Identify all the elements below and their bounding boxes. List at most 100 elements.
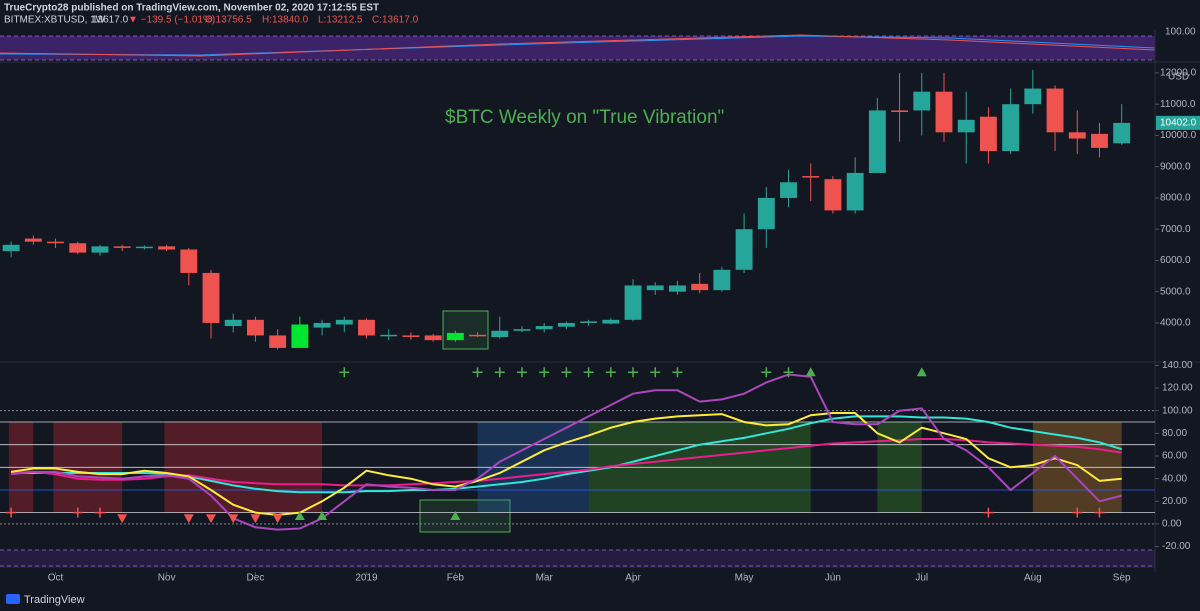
signal-plus <box>539 367 550 378</box>
footer-brand: TradingView <box>24 594 85 606</box>
annotation-title: $BTC Weekly on "True Vibration" <box>445 107 724 128</box>
x-tick-label: Nov <box>158 573 176 584</box>
x-tick-label: Dec <box>247 573 265 584</box>
low: L:13212.5 <box>318 15 363 26</box>
candle-body <box>91 246 109 253</box>
signal-plus <box>561 367 572 378</box>
candle-body <box>713 269 731 291</box>
candle-body <box>358 319 375 336</box>
currency-box <box>1165 70 1189 83</box>
signal-plus <box>783 367 794 378</box>
signal-plus <box>516 367 527 378</box>
y-tick-label: 11000.0 <box>1160 99 1196 110</box>
signal-up <box>294 511 305 521</box>
signal-plus <box>605 367 616 378</box>
candle-body <box>446 332 464 341</box>
candle-body <box>402 335 420 337</box>
signal-plus <box>94 507 105 518</box>
candle-body <box>780 182 797 198</box>
signal-up <box>805 367 816 377</box>
indicator-line <box>11 373 1122 531</box>
candle-body <box>1113 122 1131 144</box>
candle-body <box>69 243 87 253</box>
footer-logo <box>6 594 20 604</box>
signal-plus <box>628 367 639 378</box>
candle-body <box>24 238 42 242</box>
x-tick-label: Apr <box>625 573 641 584</box>
y-tick-label: 140.00 <box>1162 360 1193 371</box>
indicator-line <box>10 412 1122 516</box>
last-price-label: 10402.0 <box>1160 118 1197 129</box>
candle-body <box>935 91 953 133</box>
y-tick-label: 12000.0 <box>1160 68 1197 79</box>
x-tick-label: Oct <box>48 573 64 584</box>
candle-body <box>246 319 264 336</box>
candle-body <box>469 334 486 337</box>
candle-body <box>291 324 309 348</box>
candle-body <box>113 246 131 248</box>
x-tick-label: Sep <box>1113 573 1131 584</box>
signal-plus <box>761 367 772 378</box>
signal-plus <box>650 367 661 378</box>
candle-body <box>979 116 997 152</box>
candle-body <box>802 176 820 178</box>
candle-body <box>868 110 886 173</box>
top-line <box>0 34 1156 57</box>
candle-body <box>646 285 664 291</box>
signal-up <box>450 511 461 521</box>
y-tick-label: 8000.0 <box>1160 193 1191 204</box>
y-tick-label: 20.00 <box>1162 496 1187 507</box>
signal-down <box>183 514 194 524</box>
candle-body <box>491 330 509 337</box>
change: ▼ −139.5 (−1.01%) <box>128 15 215 26</box>
top-line <box>0 35 1156 56</box>
bottom-panel <box>0 550 1155 568</box>
last-price-tag <box>1156 115 1200 130</box>
candle-body <box>602 319 620 324</box>
candle-body <box>913 91 931 111</box>
signal-down <box>250 514 261 524</box>
candle-body <box>202 272 220 323</box>
candle-body <box>891 110 909 112</box>
x-tick-label: Jul <box>915 573 928 584</box>
signal-plus <box>983 507 994 518</box>
candle-body <box>180 249 198 273</box>
candle-body <box>957 119 975 133</box>
candle-body <box>1024 88 1042 105</box>
y-tick-label: 60.00 <box>1162 451 1187 462</box>
x-tick-label: Jun <box>825 573 841 584</box>
x-tick-label: Mar <box>536 573 554 584</box>
signal-down <box>272 514 283 524</box>
candle-body <box>513 329 531 331</box>
y-tick-label: -20.00 <box>1162 541 1191 552</box>
signal-plus <box>339 367 350 378</box>
x-tick-label: Feb <box>447 573 465 584</box>
candle-body <box>135 246 153 249</box>
signal-plus <box>583 367 594 378</box>
y-tick-label: 9000.0 <box>1160 161 1191 172</box>
highlight-box <box>442 310 489 350</box>
signal-plus <box>494 367 505 378</box>
y-tick-label: 0.00 <box>1162 519 1182 530</box>
signal-down <box>117 514 128 524</box>
close: C:13617.0 <box>372 15 419 26</box>
candle-body <box>158 246 176 250</box>
last: 13617.0 <box>92 15 129 26</box>
candle-body <box>735 229 753 270</box>
candle-body <box>1068 132 1086 139</box>
candle-body <box>335 319 353 325</box>
y-tick-label: 40.00 <box>1162 473 1187 484</box>
candle-body <box>47 241 64 244</box>
candle-body <box>2 244 20 252</box>
top-tick-label: 100.00 <box>1165 27 1196 38</box>
candle-body <box>824 179 842 211</box>
y-tick-label: 6000.0 <box>1160 255 1191 266</box>
candle-body <box>224 319 242 327</box>
signal-plus <box>6 507 17 518</box>
y-tick-label: 7000.0 <box>1160 224 1191 235</box>
indicator-line <box>11 415 1122 494</box>
y-tick-label: 5000.0 <box>1160 286 1191 297</box>
candle-body <box>1046 88 1064 133</box>
candle-body <box>269 335 287 348</box>
